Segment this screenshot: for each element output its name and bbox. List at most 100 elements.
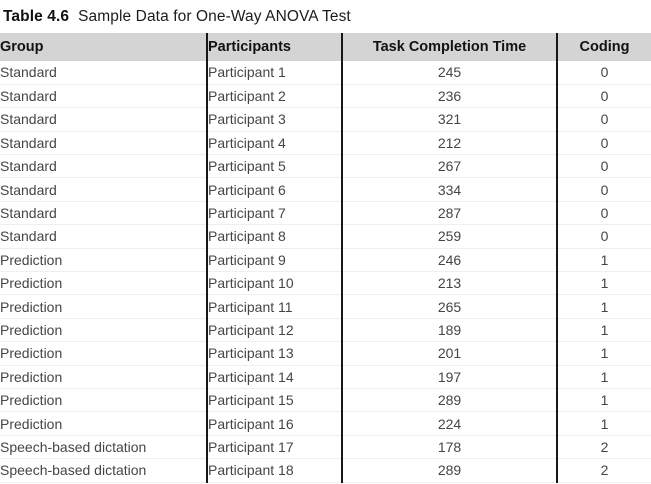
table-row: Standard Participant 6 334 0 (0, 177, 651, 202)
coding-cell: 1 (556, 318, 651, 343)
group-cell: Standard (0, 131, 207, 156)
group-cell: Prediction (0, 318, 207, 343)
coding-cell: 1 (556, 341, 651, 366)
table-header-row: Group Participants Task Completion Time … (0, 33, 651, 61)
coding-cell: 1 (556, 294, 651, 319)
table-caption-number: Table 4.6 (3, 7, 70, 25)
participant-cell: Participant 3 (206, 107, 342, 132)
task-time-cell: 245 (341, 61, 557, 85)
column-header-participants: Participants (206, 33, 342, 61)
task-time-cell: 289 (341, 458, 557, 483)
participant-cell: Participant 15 (206, 388, 342, 413)
task-time-cell: 236 (341, 84, 557, 109)
coding-cell: 0 (556, 61, 651, 85)
coding-cell: 0 (556, 107, 651, 132)
participant-cell: Participant 18 (206, 458, 342, 483)
participant-cell: Participant 2 (206, 84, 342, 109)
table-row: Prediction Participant 11 265 1 (0, 294, 651, 319)
table-row: Speech-based dictation Participant 18 289 2 (0, 458, 651, 483)
coding-cell: 1 (556, 271, 651, 296)
column-header-coding: Coding (556, 33, 651, 61)
task-time-cell: 189 (341, 318, 557, 343)
task-time-cell: 178 (341, 435, 557, 460)
coding-cell: 2 (556, 435, 651, 460)
table-row: Standard Participant 1 245 0 (0, 61, 651, 85)
coding-cell: 1 (556, 365, 651, 389)
participant-cell: Participant 11 (206, 294, 342, 319)
column-header-task-time: Task Completion Time (341, 33, 557, 61)
coding-cell: 0 (556, 224, 651, 249)
group-cell: Prediction (0, 411, 207, 436)
table-row: Standard Participant 8 259 0 (0, 224, 651, 249)
coding-cell: 0 (556, 154, 651, 179)
group-cell: Prediction (0, 294, 207, 319)
task-time-cell: 212 (341, 131, 557, 156)
group-cell: Speech-based dictation (0, 458, 207, 483)
group-cell: Prediction (0, 388, 207, 413)
task-time-cell: 334 (341, 177, 557, 202)
coding-cell: 0 (556, 131, 651, 156)
task-time-cell: 213 (341, 271, 557, 296)
group-cell: Standard (0, 84, 207, 109)
coding-cell: 2 (556, 458, 651, 483)
coding-cell: 0 (556, 84, 651, 109)
coding-cell: 0 (556, 177, 651, 202)
table-row: Prediction Participant 12 189 1 (0, 318, 651, 343)
coding-cell: 1 (556, 388, 651, 413)
table-row: Prediction Participant 16 224 1 (0, 411, 651, 436)
task-time-cell: 265 (341, 294, 557, 319)
group-cell: Prediction (0, 271, 207, 296)
table-row: Prediction Participant 9 246 1 (0, 248, 651, 273)
task-time-cell: 224 (341, 411, 557, 436)
participant-cell: Participant 16 (206, 411, 342, 436)
task-time-cell: 201 (341, 341, 557, 366)
table-row: Standard Participant 2 236 0 (0, 84, 651, 109)
coding-cell: 0 (556, 201, 651, 226)
table-header: Group Participants Task Completion Time … (0, 33, 651, 61)
table-caption-title: Sample Data for One-Way ANOVA Test (78, 7, 351, 25)
table-row: Prediction Participant 15 289 1 (0, 388, 651, 413)
participant-cell: Participant 14 (206, 365, 342, 389)
task-time-cell: 321 (341, 107, 557, 132)
coding-cell: 1 (556, 411, 651, 436)
coding-cell: 1 (556, 248, 651, 273)
table-row: Prediction Participant 13 201 1 (0, 341, 651, 366)
task-time-cell: 289 (341, 388, 557, 413)
anova-data-table: Group Participants Task Completion Time … (0, 33, 651, 483)
participant-cell: Participant 10 (206, 271, 342, 296)
group-cell: Speech-based dictation (0, 435, 207, 460)
participant-cell: Participant 1 (206, 61, 342, 85)
group-cell: Standard (0, 201, 207, 226)
table-row: Standard Participant 3 321 0 (0, 107, 651, 132)
group-cell: Standard (0, 177, 207, 202)
task-time-cell: 197 (341, 365, 557, 389)
table-row: Standard Participant 4 212 0 (0, 131, 651, 156)
task-time-cell: 259 (341, 224, 557, 249)
participant-cell: Participant 8 (206, 224, 342, 249)
table-caption: Table 4.6 Sample Data for One-Way ANOVA … (0, 0, 651, 33)
table-body: Standard Participant 1 245 0 Standard Partici… (0, 61, 651, 483)
table-row: Speech-based dictation Participant 17 178 2 (0, 435, 651, 460)
task-time-cell: 287 (341, 201, 557, 226)
participant-cell: Participant 5 (206, 154, 342, 179)
participant-cell: Participant 17 (206, 435, 342, 460)
column-header-group: Group (0, 33, 207, 61)
participant-cell: Participant 6 (206, 177, 342, 202)
group-cell: Prediction (0, 365, 207, 389)
participant-cell: Participant 13 (206, 341, 342, 366)
group-cell: Prediction (0, 341, 207, 366)
group-cell: Standard (0, 61, 207, 85)
table-row: Prediction Participant 14 197 1 (0, 365, 651, 389)
task-time-cell: 246 (341, 248, 557, 273)
table-row: Prediction Participant 10 213 1 (0, 271, 651, 296)
participant-cell: Participant 4 (206, 131, 342, 156)
table-row: Standard Participant 7 287 0 (0, 201, 651, 226)
group-cell: Standard (0, 224, 207, 249)
participant-cell: Participant 12 (206, 318, 342, 343)
group-cell: Prediction (0, 248, 207, 273)
table-row: Standard Participant 5 267 0 (0, 154, 651, 179)
participant-cell: Participant 9 (206, 248, 342, 273)
task-time-cell: 267 (341, 154, 557, 179)
group-cell: Standard (0, 107, 207, 132)
